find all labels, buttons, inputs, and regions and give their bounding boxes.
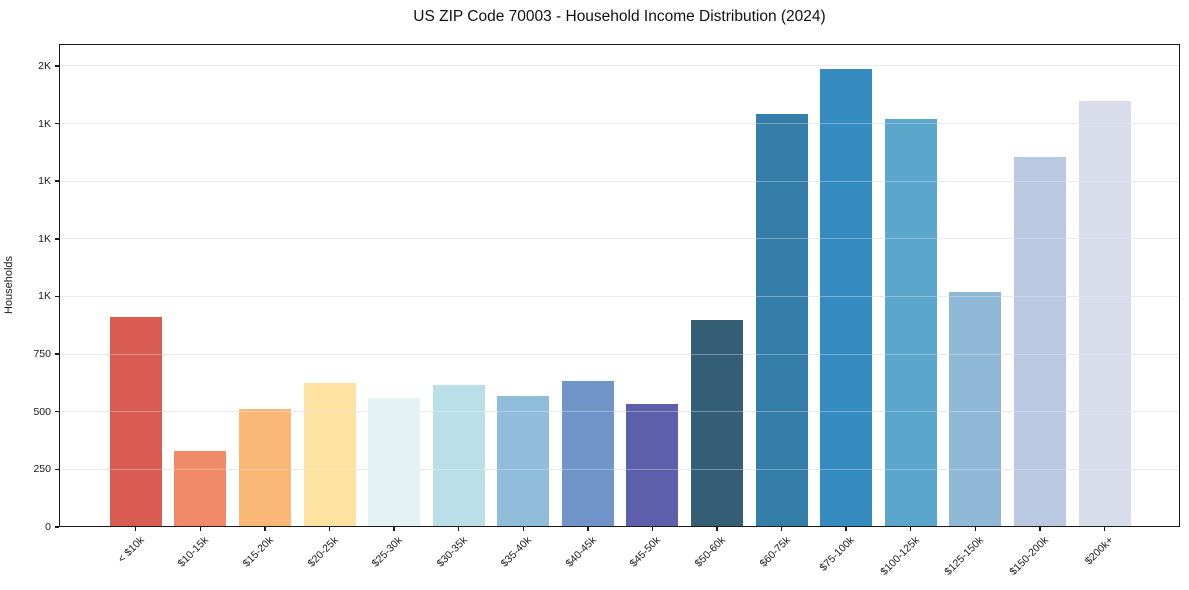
y-tick-label: 1K xyxy=(38,175,51,188)
x-tick-label: $50-60k xyxy=(692,534,728,570)
bar xyxy=(1013,156,1066,527)
x-tick-label: $150-200k xyxy=(1007,534,1051,578)
x-tick-mark xyxy=(587,527,589,531)
bar xyxy=(368,397,421,527)
grid-line xyxy=(59,411,1180,413)
x-tick-label: $25-30k xyxy=(369,534,405,570)
x-tick-label: $60-75k xyxy=(757,534,793,570)
y-tick-mark xyxy=(55,295,59,298)
grid-line-overlay xyxy=(59,411,1180,413)
y-tick-mark xyxy=(55,353,59,355)
bar xyxy=(755,114,808,527)
grid-line xyxy=(59,353,1180,355)
y-tick-label: 500 xyxy=(33,405,51,418)
chart-title: US ZIP Code 70003 - Household Income Dis… xyxy=(413,8,826,25)
y-tick-label: 1K xyxy=(38,290,51,303)
bar xyxy=(884,118,937,527)
bar xyxy=(626,403,679,527)
grid-line-overlay xyxy=(59,295,1180,297)
y-tick-label: 2K xyxy=(38,59,51,72)
x-tick-mark xyxy=(135,527,137,531)
grid-line-overlay xyxy=(59,238,1180,240)
y-tick-mark xyxy=(55,526,59,528)
bar xyxy=(238,409,291,527)
x-tick-label: $45-50k xyxy=(627,534,664,570)
grid-line xyxy=(59,468,1180,470)
x-tick-mark xyxy=(393,527,395,531)
x-tick-label: < $10k xyxy=(115,534,147,566)
bar xyxy=(949,291,1002,527)
bar xyxy=(303,382,356,527)
bar xyxy=(1078,100,1131,527)
plot-area xyxy=(59,44,1180,527)
x-tick-label: $125-150k xyxy=(942,534,987,578)
y-tick-label: 750 xyxy=(33,348,51,361)
x-tick-label: $30-35k xyxy=(434,534,470,570)
x-tick-mark xyxy=(264,527,266,531)
x-tick-label: $15-20k xyxy=(240,534,276,570)
y-tick-label: 1K xyxy=(38,117,51,130)
grid-line-overlay xyxy=(59,353,1180,355)
y-tick-mark xyxy=(55,65,59,67)
y-axis-label: Households xyxy=(3,255,15,315)
grid-line-overlay xyxy=(59,180,1180,182)
bar xyxy=(497,395,550,527)
y-tick-mark xyxy=(55,238,59,240)
x-tick-label: $20-25k xyxy=(304,534,341,570)
x-tick-label: $75-100k xyxy=(817,534,857,574)
x-tick-mark xyxy=(651,527,654,531)
x-tick-label: $35-40k xyxy=(498,534,535,570)
y-tick-mark xyxy=(55,468,59,471)
y-tick-label: 250 xyxy=(33,463,51,476)
x-tick-mark xyxy=(328,527,331,531)
grid-line xyxy=(59,238,1180,240)
x-tick-mark xyxy=(1039,527,1041,531)
x-tick-label: $10-15k xyxy=(175,534,212,570)
y-tick-mark xyxy=(55,122,59,125)
x-tick-mark xyxy=(780,527,783,531)
bar xyxy=(109,317,162,527)
x-tick-label: $200k+ xyxy=(1082,534,1116,568)
y-tick-mark xyxy=(55,411,59,413)
x-tick-mark xyxy=(716,527,718,531)
x-tick-mark xyxy=(1103,527,1106,531)
grid-line xyxy=(59,123,1180,125)
grid-line xyxy=(59,295,1180,297)
x-tick-label: $100-125k xyxy=(877,534,922,578)
bar xyxy=(691,319,744,527)
bar xyxy=(432,385,485,527)
grid-line-overlay xyxy=(59,65,1180,67)
x-tick-mark xyxy=(458,527,460,531)
x-tick-mark xyxy=(845,527,847,531)
bar xyxy=(174,450,227,527)
x-tick-mark xyxy=(910,527,912,531)
bar xyxy=(561,380,614,527)
bar xyxy=(820,69,873,527)
grid-line-overlay xyxy=(59,468,1180,470)
x-tick-label: $40-45k xyxy=(563,534,599,570)
x-tick-mark xyxy=(522,527,524,531)
y-tick-mark xyxy=(55,180,59,182)
x-tick-mark xyxy=(974,527,977,531)
x-tick-mark xyxy=(199,527,202,531)
y-tick-label: 0 xyxy=(45,521,51,533)
grid-line xyxy=(59,180,1180,182)
grid-line-overlay xyxy=(59,123,1180,125)
grid-line xyxy=(59,65,1180,67)
y-tick-label: 1K xyxy=(38,232,51,245)
